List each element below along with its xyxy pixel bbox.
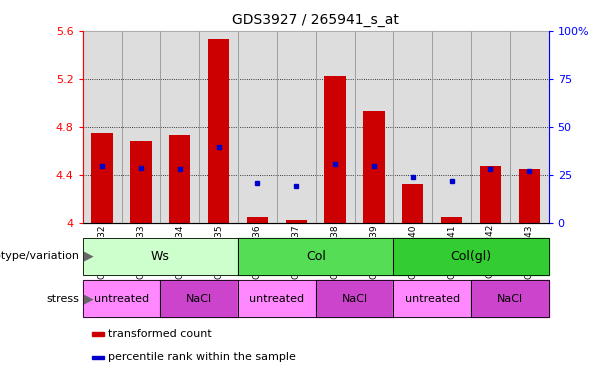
Text: ▶: ▶ bbox=[84, 250, 94, 263]
Bar bbox=[394, 280, 471, 317]
Bar bbox=[83, 238, 238, 275]
Bar bbox=[238, 280, 316, 317]
Bar bbox=[354, 31, 394, 223]
Bar bbox=[286, 220, 307, 223]
Bar bbox=[121, 31, 161, 223]
Text: Ws: Ws bbox=[151, 250, 170, 263]
Bar bbox=[92, 356, 104, 359]
Bar bbox=[238, 31, 277, 223]
Bar bbox=[238, 238, 394, 275]
Text: untreated: untreated bbox=[405, 293, 460, 304]
Bar bbox=[121, 31, 161, 223]
Bar bbox=[394, 280, 471, 317]
Bar bbox=[83, 280, 161, 317]
Bar bbox=[441, 217, 462, 223]
Bar bbox=[354, 31, 394, 223]
Bar bbox=[394, 238, 549, 275]
Bar bbox=[432, 31, 471, 223]
Bar bbox=[238, 280, 316, 317]
Bar bbox=[471, 31, 510, 223]
Bar bbox=[161, 280, 238, 317]
Bar bbox=[91, 133, 113, 223]
Title: GDS3927 / 265941_s_at: GDS3927 / 265941_s_at bbox=[232, 13, 399, 27]
Text: NaCl: NaCl bbox=[341, 293, 368, 304]
Text: percentile rank within the sample: percentile rank within the sample bbox=[109, 352, 296, 362]
Bar bbox=[471, 280, 549, 317]
Bar bbox=[161, 280, 238, 317]
Bar bbox=[480, 166, 501, 223]
Bar bbox=[432, 31, 471, 223]
Text: genotype/variation: genotype/variation bbox=[0, 251, 80, 262]
Bar bbox=[316, 31, 354, 223]
Text: untreated: untreated bbox=[249, 293, 305, 304]
Bar bbox=[92, 333, 104, 336]
Bar bbox=[316, 280, 394, 317]
Text: transformed count: transformed count bbox=[109, 329, 212, 339]
Text: Col(gl): Col(gl) bbox=[451, 250, 492, 263]
Bar bbox=[131, 141, 151, 223]
Bar bbox=[83, 31, 121, 223]
Bar bbox=[83, 238, 238, 275]
Bar bbox=[510, 31, 549, 223]
Bar bbox=[394, 238, 549, 275]
Bar bbox=[471, 280, 549, 317]
Bar bbox=[161, 31, 199, 223]
Bar bbox=[519, 169, 540, 223]
Bar bbox=[510, 31, 549, 223]
Bar bbox=[316, 280, 394, 317]
Bar bbox=[169, 135, 191, 223]
Text: NaCl: NaCl bbox=[186, 293, 212, 304]
Text: Col: Col bbox=[306, 250, 326, 263]
Bar bbox=[247, 217, 268, 223]
Bar bbox=[238, 31, 277, 223]
Bar bbox=[277, 31, 316, 223]
Bar bbox=[208, 39, 229, 223]
Bar bbox=[199, 31, 238, 223]
Bar bbox=[238, 238, 394, 275]
Bar bbox=[324, 76, 346, 223]
Bar bbox=[83, 280, 161, 317]
Text: ▶: ▶ bbox=[84, 292, 94, 305]
Bar bbox=[471, 31, 510, 223]
Bar bbox=[277, 31, 316, 223]
Bar bbox=[316, 31, 354, 223]
Bar bbox=[161, 31, 199, 223]
Bar bbox=[394, 31, 432, 223]
Bar bbox=[199, 31, 238, 223]
Bar bbox=[394, 31, 432, 223]
Text: stress: stress bbox=[47, 293, 80, 304]
Bar bbox=[83, 31, 121, 223]
Bar bbox=[364, 111, 384, 223]
Text: untreated: untreated bbox=[94, 293, 149, 304]
Bar bbox=[402, 184, 424, 223]
Text: NaCl: NaCl bbox=[497, 293, 523, 304]
